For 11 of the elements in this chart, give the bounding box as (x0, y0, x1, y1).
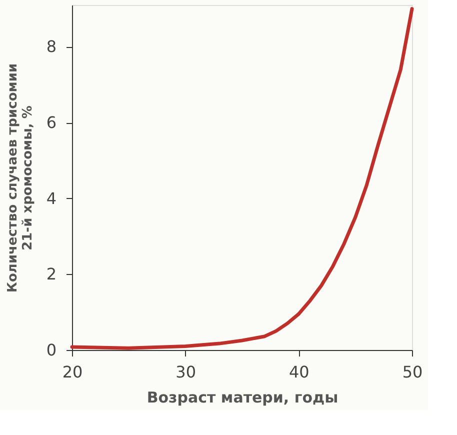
y-tick-label: 6 (46, 113, 56, 132)
y-tick-label: 4 (46, 188, 56, 208)
y-tick-label: 0 (46, 340, 56, 360)
x-tick-label: 50 (402, 362, 423, 382)
x-tick-label: 30 (176, 362, 196, 382)
x-tick-label: 40 (288, 362, 310, 382)
x-tick-label: 20 (62, 362, 83, 382)
y-tick-label: 2 (46, 264, 56, 284)
y-axis-title: Количество случаев трисомии 21-й хромосомы, % (5, 63, 36, 293)
y-tick-label: 8 (46, 37, 56, 56)
x-axis-title: Возраст матери, годы (146, 388, 338, 406)
